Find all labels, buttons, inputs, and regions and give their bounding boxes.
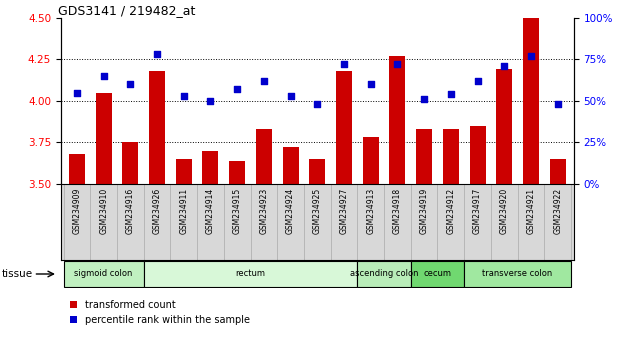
Text: GDS3141 / 219482_at: GDS3141 / 219482_at	[58, 4, 196, 17]
Text: GSM234924: GSM234924	[286, 188, 295, 234]
Point	[285, 93, 296, 99]
Point	[72, 90, 82, 96]
Bar	[469, 126, 486, 184]
Bar	[203, 151, 219, 184]
Text: GSM234926: GSM234926	[153, 188, 162, 234]
Text: ascending colon: ascending colon	[350, 269, 419, 279]
Text: GSM234921: GSM234921	[526, 188, 535, 234]
Bar	[96, 93, 112, 184]
Bar	[144, 261, 358, 287]
Bar	[63, 261, 144, 287]
Bar	[176, 159, 192, 184]
Point	[472, 78, 483, 84]
Bar	[416, 129, 432, 184]
Point	[232, 86, 242, 92]
Text: GSM234919: GSM234919	[420, 188, 429, 234]
Bar	[496, 69, 512, 184]
Text: tissue: tissue	[1, 269, 32, 279]
Point	[205, 98, 215, 104]
Bar	[411, 261, 464, 287]
Text: GSM234915: GSM234915	[233, 188, 242, 234]
Text: GSM234912: GSM234912	[446, 188, 455, 234]
Point	[365, 81, 376, 87]
Text: GSM234916: GSM234916	[126, 188, 135, 234]
Point	[526, 53, 536, 59]
Point	[99, 73, 109, 79]
Bar	[122, 143, 138, 184]
Bar	[256, 129, 272, 184]
Bar	[283, 148, 299, 184]
Text: GSM234911: GSM234911	[179, 188, 188, 234]
Text: transverse colon: transverse colon	[483, 269, 553, 279]
Text: GSM234920: GSM234920	[500, 188, 509, 234]
Text: GSM234909: GSM234909	[72, 188, 81, 234]
Text: GSM234910: GSM234910	[99, 188, 108, 234]
Text: GSM234913: GSM234913	[366, 188, 375, 234]
Bar	[390, 56, 406, 184]
Bar	[149, 71, 165, 184]
Text: GSM234922: GSM234922	[553, 188, 562, 234]
Point	[125, 81, 135, 87]
Point	[152, 51, 162, 57]
Text: GSM234917: GSM234917	[473, 188, 482, 234]
Text: GSM234914: GSM234914	[206, 188, 215, 234]
Bar	[336, 71, 352, 184]
Bar	[464, 261, 571, 287]
Bar	[550, 159, 566, 184]
Point	[553, 101, 563, 107]
Bar	[363, 137, 379, 184]
Bar	[310, 159, 326, 184]
Text: cecum: cecum	[424, 269, 451, 279]
Bar	[358, 261, 411, 287]
Point	[392, 62, 403, 67]
Point	[259, 78, 269, 84]
Text: GSM234925: GSM234925	[313, 188, 322, 234]
Point	[499, 63, 510, 69]
Bar	[229, 161, 245, 184]
Bar	[69, 154, 85, 184]
Point	[312, 101, 322, 107]
Point	[419, 96, 429, 102]
Text: sigmoid colon: sigmoid colon	[74, 269, 133, 279]
Text: GSM234918: GSM234918	[393, 188, 402, 234]
Point	[339, 62, 349, 67]
Bar	[523, 18, 539, 184]
Point	[445, 91, 456, 97]
Text: rectum: rectum	[235, 269, 265, 279]
Point	[179, 93, 189, 99]
Bar	[443, 129, 459, 184]
Legend: transformed count, percentile rank within the sample: transformed count, percentile rank withi…	[66, 296, 254, 329]
Text: GSM234923: GSM234923	[260, 188, 269, 234]
Text: GSM234927: GSM234927	[340, 188, 349, 234]
